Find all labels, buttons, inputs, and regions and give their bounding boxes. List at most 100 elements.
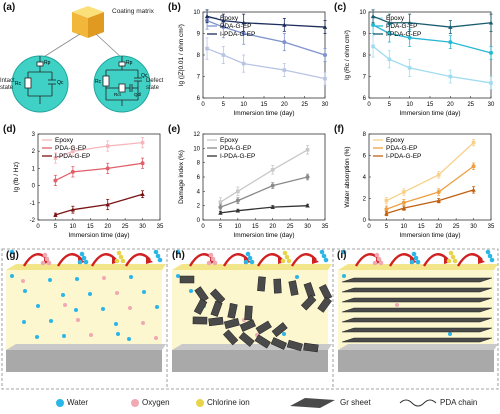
ion-arrow-head: [312, 257, 319, 264]
data-point: [218, 205, 223, 210]
panel-label-i: (i): [337, 250, 347, 261]
data-point: [305, 203, 310, 208]
particle: [411, 251, 417, 257]
y-tick-label: 10: [193, 146, 200, 152]
x-tick-label: 20: [104, 224, 111, 230]
particle: [155, 305, 159, 309]
particle: [176, 274, 180, 278]
particle: [46, 260, 52, 266]
particle: [83, 259, 89, 265]
data-point: [218, 200, 223, 204]
ion-arrow: [456, 253, 483, 267]
schematic-b-label-0: Rp: [126, 60, 133, 66]
data-point: [322, 24, 328, 29]
series-line: [55, 162, 143, 182]
data-point: [241, 61, 246, 66]
coating-top-surface: [338, 264, 498, 270]
panel-label-c: (c): [334, 2, 347, 13]
x-tick-label: 15: [427, 102, 434, 108]
gr-sheet: [317, 296, 332, 313]
gr-sheet: [271, 322, 288, 338]
y-tick-label: 0: [32, 184, 36, 190]
particle: [376, 256, 382, 262]
y-tick-label: 0: [363, 218, 367, 224]
y-tick-label: 2: [363, 197, 367, 203]
legend-pda-chain: PDA chain: [440, 398, 478, 407]
y-tick-label: 6: [197, 96, 201, 102]
data-point: [270, 168, 275, 172]
y-tick-label: 6: [363, 154, 367, 160]
coating-matrix-label: Coating matrix: [112, 8, 154, 15]
coating-top-surface: [6, 264, 166, 270]
y-axis-label: Damage index (%): [178, 150, 185, 204]
schematic-b-label-2: Qc: [141, 73, 148, 79]
data-point: [241, 20, 246, 25]
x-tick-label: 30: [304, 224, 311, 230]
series-line: [386, 165, 474, 210]
particle: [128, 306, 132, 310]
x-tick-label: 30: [488, 102, 495, 108]
ion-arrow: [422, 253, 449, 267]
particle: [446, 258, 452, 264]
data-point: [407, 35, 412, 40]
data-point: [53, 156, 58, 160]
gr-sheet: [192, 316, 208, 325]
particle: [286, 258, 292, 264]
data-point: [323, 76, 327, 81]
y-tick-label: 7: [197, 75, 201, 81]
particle: [115, 291, 119, 295]
metal-substrate: [6, 350, 162, 372]
legend-entry: I-PDA-G-EP: [220, 31, 255, 38]
legend-oxygen: Oxygen: [142, 398, 170, 407]
particle: [79, 251, 85, 257]
gr-sheet: [208, 316, 224, 327]
x-tick-label: 10: [401, 224, 408, 230]
particle: [247, 255, 253, 261]
legend-entry: I-PDA-G-EP: [386, 31, 421, 38]
particle: [321, 253, 327, 259]
legend-entry: I-PDA-G-EP: [386, 153, 421, 160]
coating-top-surface: [172, 264, 332, 270]
series-line: [55, 141, 143, 159]
particle: [452, 258, 458, 264]
data-point: [384, 211, 389, 216]
gr-sheet: [239, 319, 256, 332]
gr-sheet-layer: [341, 307, 493, 313]
data-point: [71, 149, 75, 153]
y-tick-label: 4: [363, 175, 367, 181]
data-point: [370, 14, 376, 19]
panel-label-f: (f): [334, 124, 344, 135]
particle: [63, 303, 67, 307]
ion-arrow-head: [478, 257, 485, 264]
panel-label-a: (a): [3, 2, 16, 13]
particle: [212, 260, 218, 266]
particle: [189, 289, 193, 293]
x-tick-label: 35: [488, 224, 495, 230]
particle: [81, 255, 87, 261]
defect-state-label: Defect state: [146, 78, 164, 91]
particle: [409, 259, 415, 265]
data-point: [323, 53, 327, 57]
gr-sheet-layer: [341, 297, 493, 303]
gr-sheet: [300, 294, 317, 311]
schematic-b-label-1: Rc: [95, 79, 102, 85]
ion-arrow: [388, 253, 415, 267]
ion-arrow: [90, 253, 117, 267]
x-tick-label: 0: [36, 224, 40, 230]
data-point: [105, 202, 110, 207]
particle: [129, 275, 133, 279]
legend-entry: PDA-G-EP: [220, 23, 251, 30]
x-axis-label: Immersion time (day): [68, 232, 129, 239]
series-line: [386, 189, 474, 215]
particle: [76, 318, 80, 322]
data-point: [402, 190, 406, 194]
water-icon: [56, 399, 64, 407]
particle: [10, 274, 14, 278]
particle: [9, 249, 15, 255]
gr-sheet: [209, 288, 226, 305]
coating-layer: [6, 270, 162, 350]
particle: [36, 304, 40, 308]
particle: [413, 255, 419, 261]
particle: [374, 252, 380, 258]
y-tick-label: 9: [197, 32, 201, 38]
